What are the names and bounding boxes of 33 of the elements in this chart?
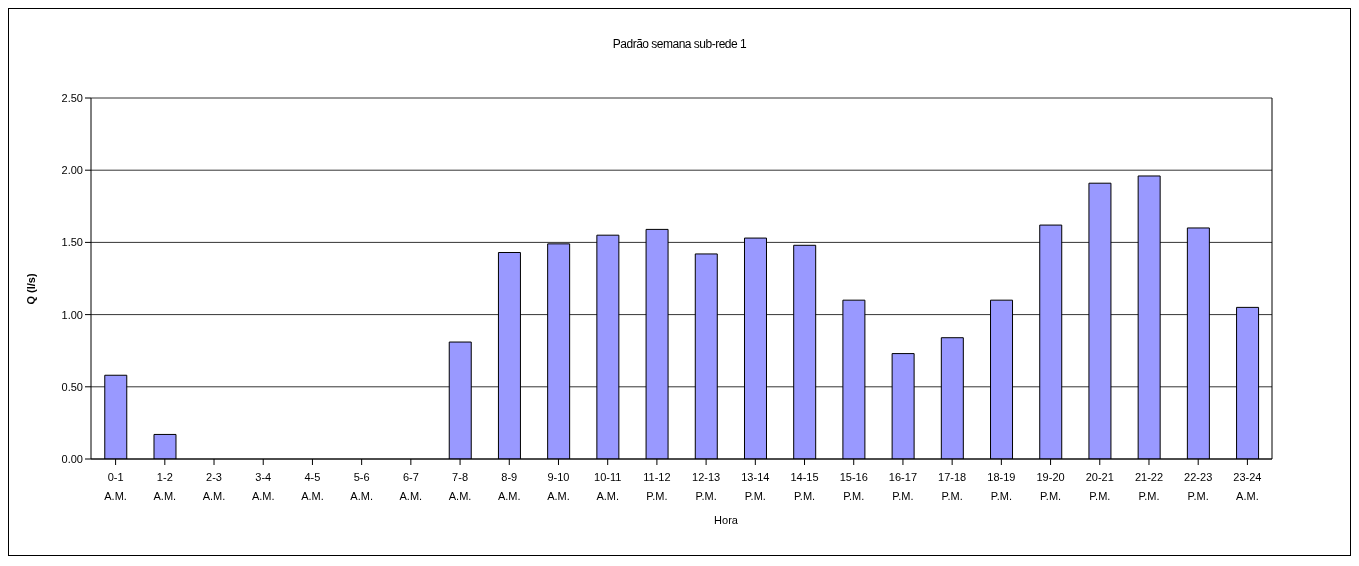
x-tick-label: 11-12 P.M.	[643, 471, 671, 502]
y-tick-label: 1.00	[61, 308, 83, 321]
x-tick-label: 14-15 P.M.	[790, 471, 819, 502]
y-tick-label: 0.50	[61, 380, 83, 393]
x-tick-label: 19-20 P.M.	[1036, 471, 1065, 502]
x-tick-label: 10-11 A.M.	[594, 471, 622, 502]
x-tick-label: 16-17 P.M.	[888, 471, 918, 502]
x-tick-label: 12-13 P.M.	[692, 471, 721, 502]
x-tick-label: 2-3 A.M.	[202, 471, 226, 502]
y-axis-title: Q (l/s)	[25, 273, 37, 305]
x-tick-label: 0-1 A.M.	[104, 471, 127, 502]
x-tick-label: 7-8 A.M.	[448, 471, 472, 502]
y-tick-label: 1.50	[61, 236, 83, 249]
x-tick-label: 23-24 A.M.	[1233, 471, 1262, 502]
y-tick-label: 2.50	[61, 91, 83, 104]
x-tick-label: 1-2 A.M.	[153, 471, 177, 502]
x-tick-label: 20-21 P.M.	[1085, 471, 1114, 502]
x-tick-label: 9-10 A.M.	[547, 471, 570, 502]
x-tick-label: 6-7 A.M.	[399, 471, 423, 502]
x-tick-label: 3-4 A.M.	[251, 471, 275, 502]
x-tick-label: 5-6 A.M.	[350, 471, 373, 502]
x-tick-label: 13-14 P.M.	[741, 471, 770, 502]
chart-title: Padrão semana sub-rede 1	[611, 37, 748, 51]
x-tick-label: 22-23 P.M.	[1184, 471, 1213, 502]
x-tick-label: 18-19 P.M.	[987, 471, 1016, 502]
x-tick-label: 17-18 P.M.	[938, 471, 967, 502]
x-tick-label: 8-9 A.M.	[497, 471, 521, 502]
x-tick-label: 21-22 P.M.	[1134, 471, 1164, 502]
x-tick-label: 4-5 A.M.	[301, 471, 324, 502]
x-axis-title: Hora	[713, 514, 739, 526]
y-tick-label: 2.00	[61, 164, 83, 177]
y-tick-label: 0.00	[61, 452, 83, 465]
x-tick-label: 15-16 P.M.	[839, 471, 868, 502]
